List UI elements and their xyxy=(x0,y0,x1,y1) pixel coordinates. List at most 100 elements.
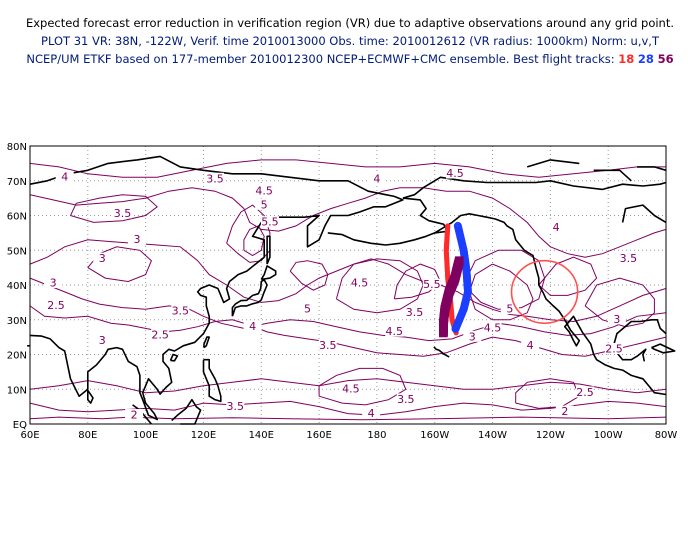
contour-label: 4.5 xyxy=(446,167,464,180)
lon-tick-label: 160E xyxy=(306,430,331,441)
contour-label: 3 xyxy=(99,334,106,347)
coastline-segment xyxy=(29,155,404,421)
contour-label: 2.5 xyxy=(47,299,65,312)
contour-label-bg xyxy=(405,306,424,318)
coastline-segment xyxy=(651,343,676,354)
contour-label-bg xyxy=(350,277,369,288)
coastline-segment xyxy=(327,232,435,246)
contour-label: 4.5 xyxy=(342,382,360,395)
contour-label: 3.5 xyxy=(620,252,638,265)
chart-ensemble-line: NCEP/UM ETKF based on 177-member 2010012… xyxy=(0,52,700,66)
contour-label: 4.5 xyxy=(484,322,502,335)
contour-label: 4 xyxy=(249,320,256,333)
contour-label-bg xyxy=(298,303,317,315)
contour-line xyxy=(393,263,442,300)
contour-label-bg xyxy=(93,252,112,264)
map-frame xyxy=(29,145,667,425)
contour-label: 4 xyxy=(527,339,534,352)
contour-label: 4.5 xyxy=(386,325,404,338)
lat-tick-label: 70N xyxy=(7,177,27,188)
contour-label-bg xyxy=(367,172,386,184)
lat-tick-label: 80N xyxy=(7,142,27,153)
contour-label: 3 xyxy=(133,233,140,246)
contour-label-bg xyxy=(243,320,262,332)
contour-label-bg xyxy=(483,322,502,334)
contour-label: 5.5 xyxy=(423,278,441,291)
contour-line xyxy=(29,159,666,178)
track-label-56: 56 xyxy=(657,52,674,66)
track-28-marker xyxy=(451,324,460,333)
track-label-18: 18 xyxy=(618,52,635,66)
coastline-segment xyxy=(621,204,667,224)
contour-label-bg xyxy=(547,221,566,233)
contour-label: 3.5 xyxy=(227,400,245,413)
contour-label: 2.5 xyxy=(151,329,169,342)
lat-tick-label: 30N xyxy=(7,316,27,327)
contour-label: 3.5 xyxy=(319,339,337,352)
contour-label-bg xyxy=(604,343,623,355)
contour-line xyxy=(29,187,667,258)
contour-label-bg xyxy=(619,252,638,264)
contour-label-bg xyxy=(93,334,112,346)
contour-label: 5.5 xyxy=(261,216,279,229)
contour-label: 3.5 xyxy=(397,393,415,406)
contour-label: 3.5 xyxy=(172,304,190,317)
lon-tick-label: 180 xyxy=(367,430,386,441)
contour-label: 3 xyxy=(50,277,57,290)
contour-label: 4 xyxy=(553,221,560,234)
chart-subtitle: PLOT 31 VR: 38N, -122W, Verif. time 2010… xyxy=(41,34,659,48)
contour-label-bg xyxy=(113,207,132,219)
contour-label-bg xyxy=(521,339,540,351)
contour-label: 5 xyxy=(506,303,513,316)
coastline-segment xyxy=(231,279,268,317)
lon-tick-label: 100W xyxy=(594,430,623,441)
contour-label-bg xyxy=(206,172,225,184)
contour-label: 3.5 xyxy=(406,306,424,319)
coastline-segment xyxy=(402,197,667,396)
coastline-segment xyxy=(402,176,667,199)
contour-label-bg xyxy=(385,325,404,337)
contour-label-bg xyxy=(555,405,574,417)
longitude-axis: 60E 80E 100E 120E 140E 160E 180 160W 140W 120W 100… xyxy=(20,430,677,441)
contour-line xyxy=(289,260,329,291)
lat-tick-label: 60N xyxy=(7,212,27,223)
coastline-segment xyxy=(526,159,580,168)
contour-label-bg xyxy=(445,167,464,179)
lon-tick-label: 120E xyxy=(191,430,216,441)
contour-label-bg xyxy=(171,304,190,316)
coastline-segment xyxy=(203,336,210,349)
contour-label-bg xyxy=(422,278,441,290)
lon-tick-label: 80W xyxy=(655,430,678,441)
chart-title: Expected forecast error reduction in ver… xyxy=(25,16,675,30)
contour-label-bg xyxy=(463,330,482,342)
lat-tick-label: 40N xyxy=(7,281,27,292)
contour-line xyxy=(538,256,598,296)
track-label-28: 28 xyxy=(637,52,654,66)
contour-label-bg xyxy=(44,277,63,288)
contour-label-bg xyxy=(260,216,279,228)
contour-label: 2 xyxy=(131,409,138,422)
contour-line xyxy=(29,416,667,421)
contour-label-bg xyxy=(362,407,381,419)
contour-line xyxy=(335,258,424,314)
coastline-segment xyxy=(87,389,94,404)
coastline-segment xyxy=(637,166,667,172)
track-56-marker xyxy=(439,328,448,338)
contour-label: 4 xyxy=(368,407,375,420)
lat-tick-label: 10N xyxy=(7,385,27,396)
contour-line xyxy=(70,194,158,223)
verification-region-circle xyxy=(510,259,579,325)
contour-label-bg xyxy=(47,299,66,311)
contour-label: 5 xyxy=(304,303,311,316)
contour-line xyxy=(515,378,580,409)
lat-tick-label: EQ xyxy=(13,420,27,431)
lat-tick-label: 50N xyxy=(7,246,27,257)
contour-label: 3 xyxy=(613,313,620,326)
contour-label-bg xyxy=(151,329,170,341)
contour-label-bg xyxy=(500,303,519,315)
contour-label: 3.5 xyxy=(114,207,132,220)
contour-label: 3 xyxy=(469,330,476,343)
coastline-segment xyxy=(202,358,222,403)
contour-line xyxy=(243,225,265,257)
